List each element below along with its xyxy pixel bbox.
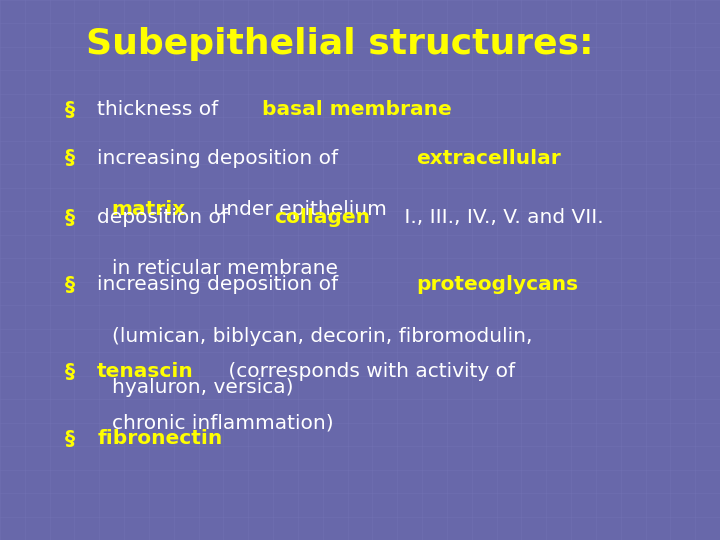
Text: chronic inflammation): chronic inflammation) [112, 413, 333, 432]
Text: §: § [65, 208, 75, 227]
Text: proteoglycans: proteoglycans [417, 275, 579, 294]
Text: Subepithelial structures:: Subepithelial structures: [86, 27, 594, 61]
Text: extracellular: extracellular [417, 148, 562, 167]
Text: basal membrane: basal membrane [262, 100, 451, 119]
Text: §: § [65, 275, 75, 294]
Text: collagen: collagen [274, 208, 371, 227]
Text: (lumican, biblycan, decorin, fibromodulin,: (lumican, biblycan, decorin, fibromoduli… [112, 327, 532, 346]
Text: (corresponds with activity of: (corresponds with activity of [222, 362, 516, 381]
Text: §: § [65, 429, 75, 448]
Text: §: § [65, 100, 75, 119]
Text: fibronectin: fibronectin [97, 429, 222, 448]
Text: hyaluron, versica): hyaluron, versica) [112, 378, 293, 397]
Text: I., III., IV., V. and VII.: I., III., IV., V. and VII. [398, 208, 604, 227]
Text: matrix: matrix [112, 200, 186, 219]
Text: in reticular membrane: in reticular membrane [112, 259, 338, 278]
Text: increasing deposition of: increasing deposition of [97, 275, 345, 294]
Text: under epithelium: under epithelium [207, 200, 387, 219]
Text: §: § [65, 362, 75, 381]
Text: increasing deposition of: increasing deposition of [97, 148, 345, 167]
Text: §: § [65, 148, 75, 167]
Text: deposition of: deposition of [97, 208, 235, 227]
Text: tenascin: tenascin [97, 362, 194, 381]
Text: thickness of: thickness of [97, 100, 225, 119]
